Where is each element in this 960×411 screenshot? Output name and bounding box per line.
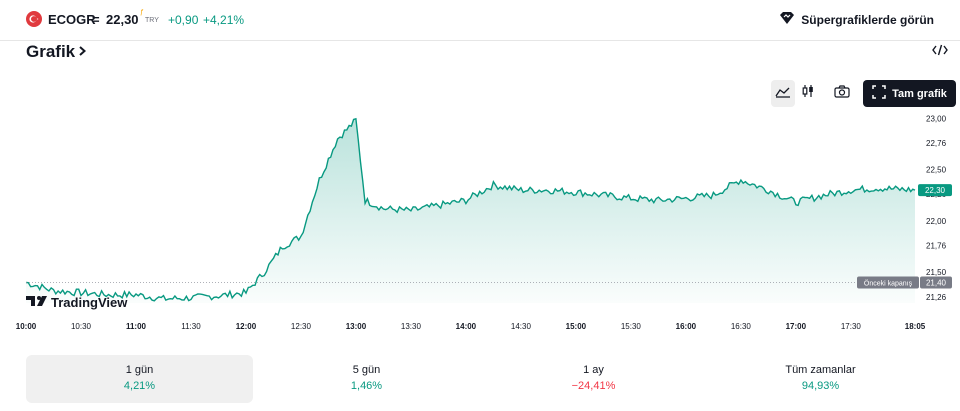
snapshot-button[interactable] [830, 80, 854, 107]
x-tick-label: 13:00 [346, 322, 367, 331]
period-value: −24,41% [571, 380, 616, 392]
candlestick-button[interactable] [797, 80, 819, 107]
period-selector: 1 gün 4,21% 5 gün 1,46% 1 ay −24,41% Tüm… [26, 355, 934, 403]
supergraph-label: Süpergrafiklerde görün [801, 12, 934, 27]
candlestick-icon [801, 84, 815, 103]
x-tick-label: 15:30 [621, 322, 642, 331]
x-tick-label: 14:30 [511, 322, 532, 331]
x-tick-label: 16:00 [676, 322, 697, 331]
period-label: 5 gün [352, 364, 381, 376]
period-value: 1,46% [350, 380, 383, 392]
price-marker: ƒ [140, 9, 144, 16]
prev-close-badge [857, 276, 919, 289]
x-tick-label: 14:00 [456, 322, 477, 331]
area-chart-icon [775, 85, 791, 103]
period-1d[interactable]: 1 gün 4,21% [26, 355, 253, 403]
period-1m[interactable]: 1 ay −24,41% [480, 355, 707, 403]
x-tick-label: 15:00 [566, 322, 587, 331]
area-chart-button[interactable] [771, 80, 795, 107]
ticker-symbol[interactable]: ECOGR [48, 12, 96, 27]
supergraph-button[interactable]: Süpergrafiklerde görün [779, 11, 934, 28]
period-value: 4,21% [123, 380, 156, 392]
price-chart[interactable]: 23,0022,7622,5022,2622,0021,7621,5021,26… [0, 108, 960, 343]
turkey-flag-icon [26, 11, 42, 27]
x-tick-label: 12:30 [291, 322, 312, 331]
ticker-change-percent: +4,21% [203, 13, 245, 27]
period-label: Tüm zamanlar [785, 364, 856, 376]
chart-title-link[interactable]: Grafik [26, 42, 87, 62]
supergraph-icon [779, 11, 795, 28]
current-price-badge [918, 184, 952, 197]
y-axis: 23,0022,7622,5022,2622,0021,7621,5021,26… [857, 114, 952, 302]
y-tick-label: 22,00 [926, 217, 947, 226]
x-tick-label: 18:05 [905, 322, 926, 331]
period-5d[interactable]: 5 gün 1,46% [253, 355, 480, 403]
ticker-change: +0,90 [168, 13, 199, 27]
x-tick-label: 12:00 [236, 322, 257, 331]
fullscreen-chart-button[interactable]: Tam grafik [863, 80, 956, 107]
fullscreen-icon [872, 85, 886, 102]
fullscreen-label: Tam grafik [892, 87, 947, 100]
ticker-bar: ECOGR = 22,30 ƒ TRY +0,90 +4,21% Süpergr… [0, 0, 960, 41]
chart-plot-area [25, 117, 916, 303]
y-tick-label: 21,26 [926, 293, 947, 302]
x-tick-label: 13:30 [401, 322, 422, 331]
price-line [25, 117, 916, 302]
x-tick-label: 10:00 [16, 322, 37, 331]
current-price-label: 22,30 [925, 186, 946, 195]
chart-title: Grafik [26, 42, 76, 61]
ticker-price: 22,30 [106, 12, 139, 27]
prev-close-label: Önceki kapanış [864, 279, 913, 287]
prev-close-value-badge [920, 276, 952, 289]
x-tick-label: 10:30 [71, 322, 92, 331]
tradingview-wordmark: TradingView [51, 295, 128, 310]
period-all[interactable]: Tüm zamanlar 94,93% [707, 355, 934, 403]
camera-icon [834, 84, 850, 103]
y-tick-label: 21,50 [926, 268, 947, 277]
tradingview-logo[interactable]: TradingView [26, 295, 127, 310]
x-tick-label: 11:00 [126, 322, 147, 331]
period-label: 1 ay [583, 364, 604, 376]
prev-close-value: 21,40 [926, 278, 947, 287]
period-label: 1 gün [125, 364, 154, 376]
x-tick-label: 17:00 [786, 322, 807, 331]
x-tick-label: 17:30 [841, 322, 862, 331]
period-value: 94,93% [801, 380, 840, 392]
y-tick-label: 23,00 [926, 114, 947, 123]
chevron-right-icon [78, 42, 87, 62]
y-tick-label: 22,50 [926, 166, 947, 175]
x-tick-label: 11:30 [181, 322, 201, 331]
y-tick-label: 22,76 [926, 139, 947, 148]
embed-code-button[interactable] [932, 44, 948, 59]
x-tick-label: 16:30 [731, 322, 752, 331]
tradingview-icon [26, 295, 48, 310]
code-icon [932, 44, 948, 59]
x-axis: 10:00 10:30 11:00 11:30 12:00 12:30 13:00 13:30… [16, 322, 926, 331]
price-area-fill [26, 118, 915, 303]
ticker-currency: TRY [145, 17, 159, 24]
y-tick-label: 21,76 [926, 242, 947, 251]
ticker-separator: = [92, 12, 100, 27]
